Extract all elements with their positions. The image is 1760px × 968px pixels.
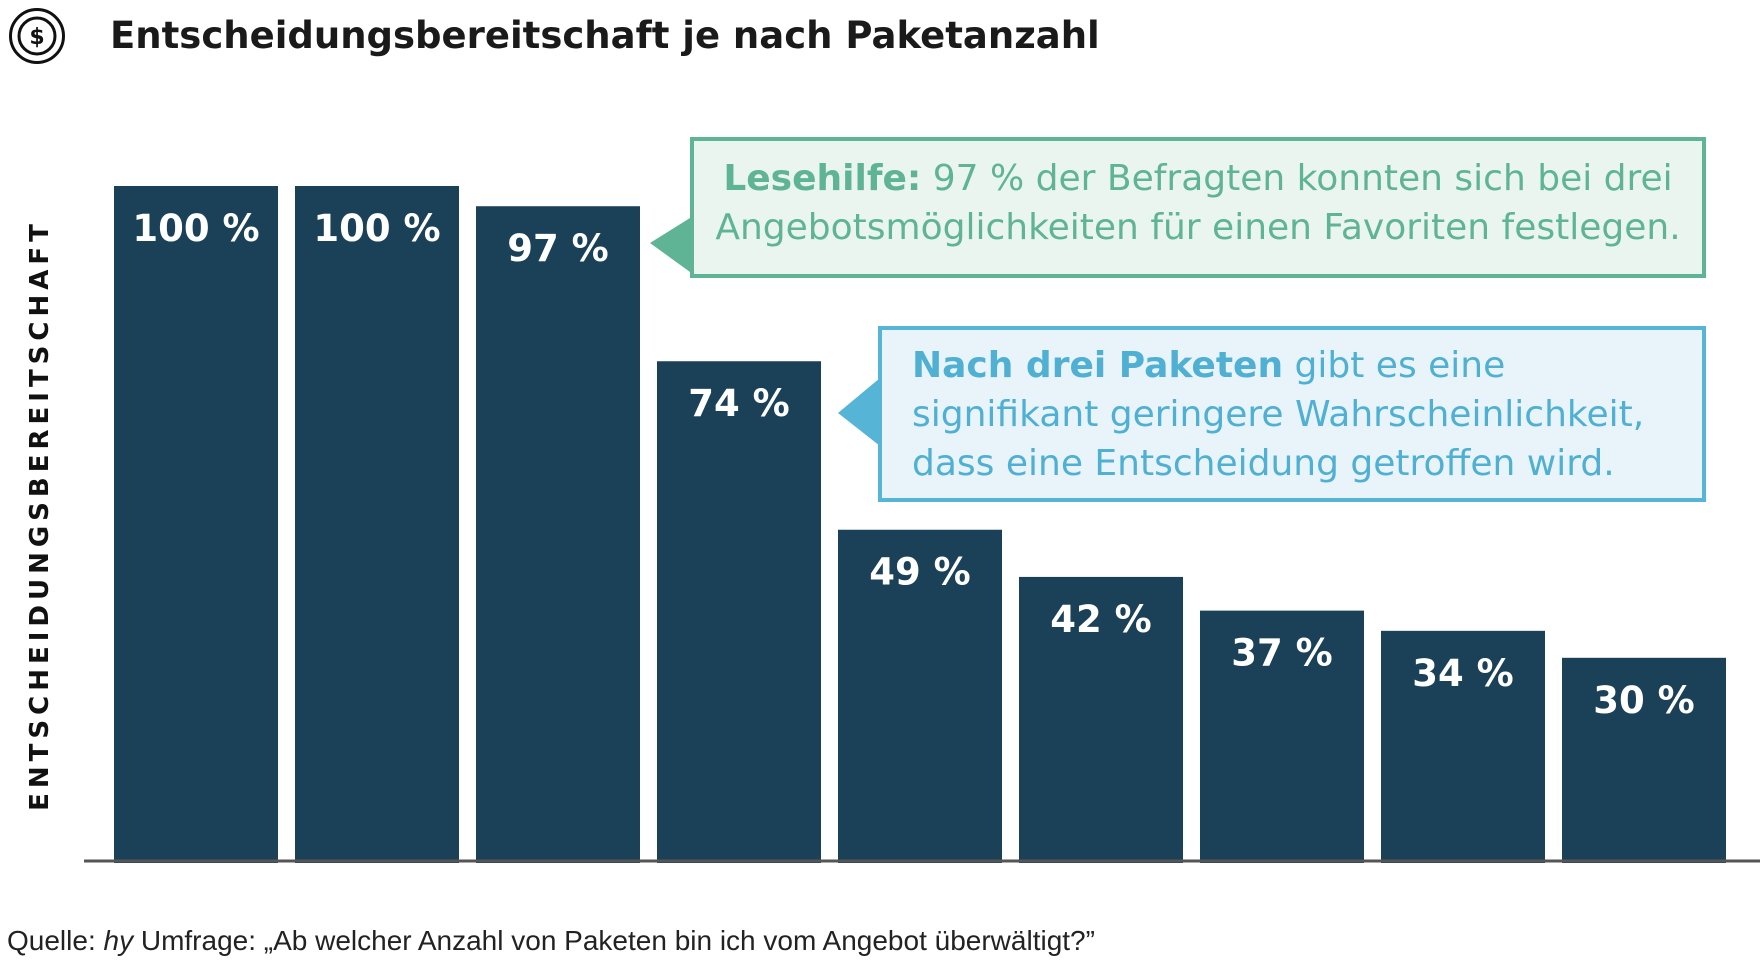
source-italic: hy bbox=[103, 925, 134, 956]
bar-8 bbox=[1381, 630, 1545, 863]
bar-label-6: 42 % bbox=[1050, 598, 1151, 641]
bar-label-1: 100 % bbox=[132, 207, 259, 250]
svg-text:$: $ bbox=[29, 25, 44, 50]
reading-help-bold: Lesehilfe: bbox=[723, 158, 922, 199]
bar-1 bbox=[114, 186, 278, 863]
bar-label-9: 30 % bbox=[1593, 679, 1694, 722]
bar-label-3: 97 % bbox=[507, 227, 608, 270]
after-three-text: gibt es eine signifikant geringere Wahrs… bbox=[912, 345, 1645, 484]
bar-5 bbox=[838, 529, 1002, 863]
after-three-pointer bbox=[838, 378, 880, 446]
dollar-coin-icon: $ bbox=[9, 8, 65, 64]
source-note: Quelle: hy Umfrage: „Ab welcher Anzahl v… bbox=[7, 925, 1095, 957]
after-three-callout: Nach drei Paketen gibt es eine signifika… bbox=[878, 326, 1706, 502]
source-prefix: Quelle: bbox=[7, 925, 104, 956]
after-three-bold: Nach drei Paketen bbox=[912, 345, 1284, 386]
chart-title: Entscheidungsbereitschaft je nach Paketa… bbox=[110, 14, 1100, 57]
bar-label-5: 49 % bbox=[869, 551, 970, 594]
bar-label-2: 100 % bbox=[313, 207, 440, 250]
reading-help-callout: Lesehilfe: 97 % der Befragten konnten si… bbox=[690, 137, 1706, 278]
bar-chart: 100 % 100 % 97 % 74 % 49 % 42 % 37 % 34 % 30 % bbox=[84, 186, 1760, 864]
bar-4 bbox=[657, 361, 821, 863]
reading-help-pointer bbox=[650, 218, 690, 272]
bar-label-8: 34 % bbox=[1412, 652, 1513, 695]
bar-6 bbox=[1019, 576, 1183, 863]
bar-label-7: 37 % bbox=[1231, 632, 1332, 675]
bar-2 bbox=[295, 186, 459, 863]
bar-7 bbox=[1200, 610, 1364, 863]
bar-label-4: 74 % bbox=[688, 382, 789, 425]
reading-help-text: 97 % der Befragten konnten sich bei drei… bbox=[715, 158, 1681, 248]
source-text: Umfrage: „Ab welcher Anzahl von Paketen … bbox=[133, 925, 1095, 956]
bar-3 bbox=[476, 206, 640, 864]
bar-9 bbox=[1562, 657, 1726, 863]
